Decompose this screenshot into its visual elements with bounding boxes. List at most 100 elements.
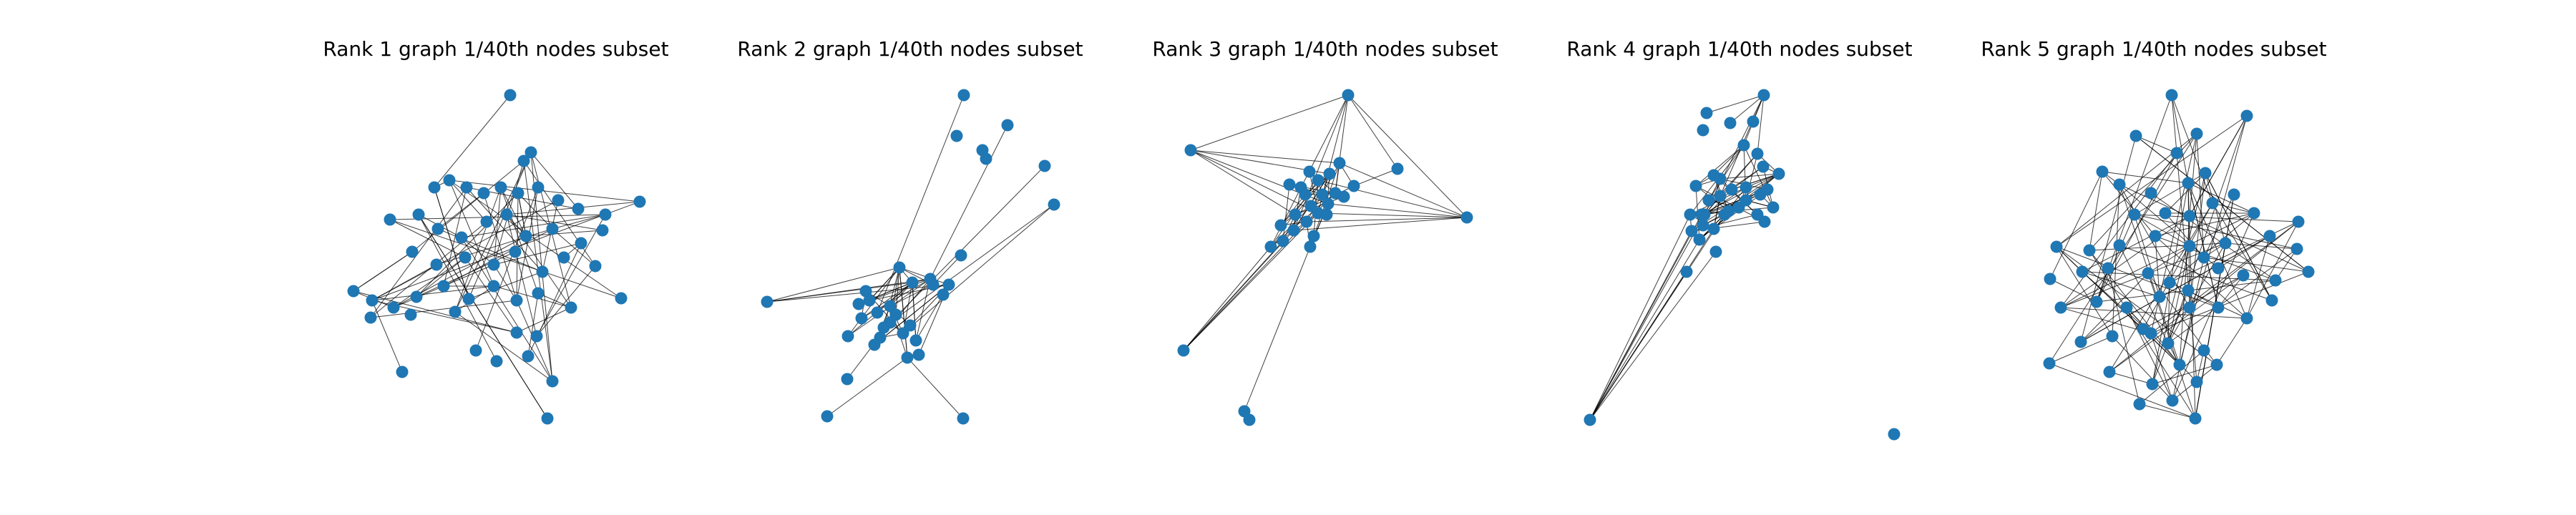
- graph-node: [459, 251, 472, 264]
- graph-node: [1714, 190, 1727, 202]
- graph-edge: [2189, 172, 2206, 308]
- graph-edge: [2082, 271, 2160, 298]
- graph-edge: [2049, 335, 2113, 364]
- graph-node: [1702, 194, 1715, 207]
- graph-node: [487, 258, 500, 271]
- graph-node: [1304, 240, 1317, 253]
- graph-edge: [2056, 246, 2113, 337]
- graph-edge: [454, 187, 502, 313]
- graph-edge: [2126, 307, 2197, 383]
- graph-node: [437, 280, 450, 293]
- graph-node: [1680, 265, 1693, 278]
- graph-node: [364, 311, 377, 324]
- graph-node: [2149, 230, 2162, 242]
- graph-edge: [2080, 135, 2137, 343]
- graph-node: [2183, 240, 2196, 252]
- graph-node: [522, 350, 535, 363]
- graph-node: [2170, 147, 2183, 160]
- graph-node: [504, 89, 517, 102]
- graph-edge: [826, 357, 908, 417]
- graph-edge: [1589, 214, 1691, 421]
- graph-edge: [517, 192, 553, 230]
- graph-edge: [2112, 335, 2173, 401]
- graph-node: [2237, 269, 2250, 282]
- graph-node: [572, 202, 585, 215]
- graph-edge: [766, 284, 950, 303]
- graph-edge: [2139, 403, 2196, 419]
- graph-edge: [2159, 133, 2197, 298]
- graph-node: [1184, 144, 1197, 157]
- graph-edge: [2109, 371, 2153, 385]
- graph-edge: [466, 187, 543, 273]
- graph-edge: [1339, 162, 1468, 218]
- graph-edge: [2171, 94, 2189, 184]
- graph-node: [2290, 242, 2303, 255]
- graph-node: [509, 245, 522, 258]
- graph-edge: [536, 265, 596, 337]
- graph-node: [1323, 167, 1336, 180]
- panel-rank-1: Rank 1 graph 1/40th nodes subset: [323, 37, 669, 425]
- graph-node: [428, 181, 441, 194]
- node-layer: [347, 89, 646, 425]
- panel-rank-2: Rank 2 graph 1/40th nodes subset: [737, 37, 1083, 425]
- graph-edge: [2049, 363, 2196, 419]
- graph-node: [490, 355, 503, 368]
- graph-node: [2197, 251, 2210, 264]
- graph-node: [1772, 167, 1785, 180]
- graph-node: [2142, 267, 2155, 280]
- graph-edge: [2203, 257, 2309, 273]
- graph-edge: [493, 285, 572, 308]
- graph-edge: [2179, 115, 2248, 366]
- graph-node: [1751, 208, 1764, 221]
- graph-node: [2096, 165, 2109, 178]
- graph-node: [532, 287, 545, 300]
- graph-node: [1038, 160, 1051, 172]
- graph-node: [2248, 207, 2260, 220]
- graph-node: [487, 280, 500, 293]
- graph-edge: [371, 200, 559, 301]
- graph-edge: [353, 290, 517, 333]
- graph-node: [2102, 262, 2114, 275]
- graph-node: [2090, 295, 2103, 308]
- graph-node: [2103, 366, 2116, 378]
- graph-edge: [2196, 133, 2205, 258]
- graph-node: [1697, 124, 1709, 137]
- graph-node: [517, 154, 530, 167]
- graph-edge: [2216, 318, 2248, 366]
- graph-edge: [468, 152, 532, 300]
- graph-edge: [1327, 203, 1468, 218]
- graph-edge: [889, 165, 1045, 323]
- graph-node: [546, 222, 559, 235]
- graph-node: [937, 288, 950, 301]
- graph-edge: [2060, 152, 2177, 308]
- graph-edge: [2155, 212, 2255, 237]
- graph-edge: [2167, 242, 2226, 344]
- graph-edge: [2150, 271, 2309, 334]
- graph-node: [859, 285, 872, 298]
- graph-node: [897, 327, 909, 340]
- graph-node: [2159, 207, 2172, 220]
- graph-node: [2240, 312, 2253, 325]
- graph-edge: [483, 192, 517, 301]
- graph-node: [1277, 235, 1289, 247]
- graph-node: [406, 245, 419, 258]
- graph-node: [366, 294, 379, 307]
- graph-edge: [1706, 94, 1765, 114]
- graph-node: [2153, 290, 2166, 303]
- graph-edge: [1306, 192, 1336, 222]
- graph-node: [1303, 165, 1316, 178]
- graph-node: [884, 300, 897, 313]
- graph-node: [1300, 215, 1313, 228]
- graph-edge: [1270, 221, 1307, 247]
- graph-node: [2074, 335, 2087, 348]
- graph-edge: [434, 187, 469, 300]
- graph-edge: [2218, 275, 2244, 308]
- graph-edge: [874, 284, 950, 345]
- graph-node: [462, 293, 475, 305]
- graph-edge: [2189, 115, 2248, 217]
- graph-node: [2083, 244, 2096, 257]
- graph-edge: [506, 214, 603, 231]
- graph-node: [871, 306, 884, 319]
